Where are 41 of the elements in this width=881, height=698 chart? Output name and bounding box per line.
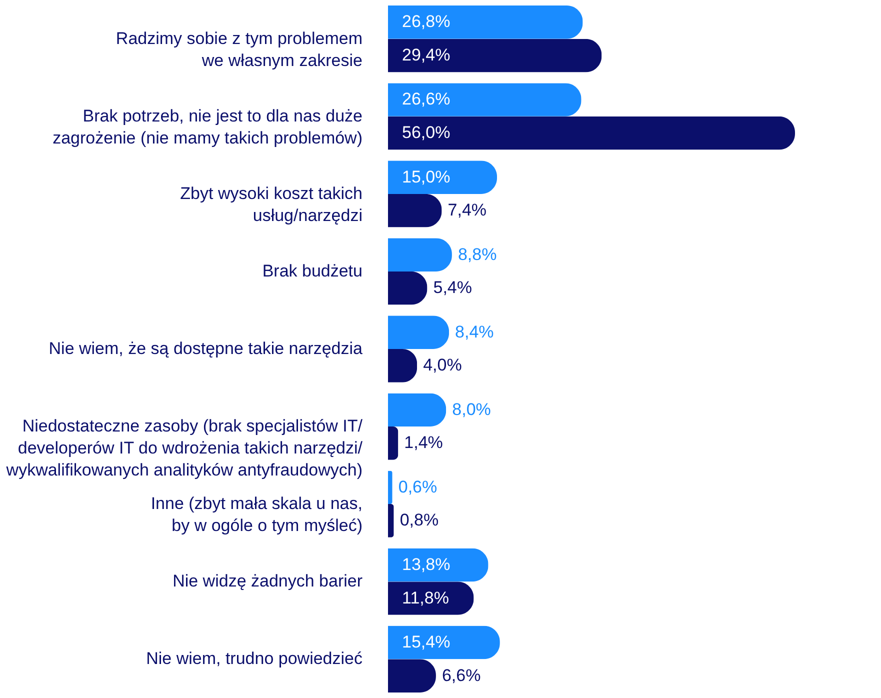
data-label: 0,8% xyxy=(400,510,439,530)
data-label: 56,0% xyxy=(402,123,450,142)
bar xyxy=(388,116,795,150)
data-label: 11,8% xyxy=(402,588,449,608)
data-label: 0,6% xyxy=(398,477,438,496)
bar xyxy=(388,393,446,427)
bar xyxy=(388,316,450,349)
y-tick-label: Niedostateczne zasoby (brak specjalistów IT/ developerów IT do wdrożenia takich narzędzi/ wykwalifikowanych analityków antyfraudowych) xyxy=(5,416,363,480)
data-label: 8,4% xyxy=(455,322,494,342)
bar xyxy=(388,83,582,116)
bar xyxy=(388,426,398,460)
bar xyxy=(388,626,500,660)
data-label: 26,8% xyxy=(402,12,450,32)
y-tick-label: Brak budżetu xyxy=(262,261,362,280)
bar xyxy=(388,271,428,305)
y-tick-label: Nie widzę żadnych barier xyxy=(172,572,363,591)
y-tick-label: Radzimy sobie z tym problemem we własnym zakresie xyxy=(116,28,362,70)
y-tick-label: Nie wiem, trudno powiedzieć xyxy=(146,649,363,668)
y-tick-label: Inne (zbyt mała skala u nas, by w ogóle o tym myśleć) xyxy=(150,494,362,536)
data-label: 5,4% xyxy=(433,278,472,298)
data-label: 15,0% xyxy=(402,167,450,186)
bar xyxy=(388,659,436,692)
y-tick-label: Nie wiem, że są dostępne takie narzędzia xyxy=(48,339,364,358)
data-label: 8,8% xyxy=(458,244,497,264)
data-label: 8,0% xyxy=(452,400,491,419)
data-label: 15,4% xyxy=(402,632,450,652)
data-label: 13,8% xyxy=(402,554,450,574)
bar xyxy=(388,504,394,538)
bar xyxy=(388,38,602,72)
data-label: 4,0% xyxy=(423,356,462,375)
bar xyxy=(388,238,452,272)
data-label: 1,4% xyxy=(404,433,443,452)
y-tick-label: Zbyt wysoki koszt takich usług/narzędzi xyxy=(180,184,362,225)
data-label: 7,4% xyxy=(448,200,487,220)
data-label: 26,6% xyxy=(402,90,450,109)
data-label: 6,6% xyxy=(442,666,481,685)
bar xyxy=(388,194,442,228)
bar xyxy=(388,470,392,504)
y-tick-label: Brak potrzeb, nie jest to dla nas duże zagrożenie (nie mamy takich problemów) xyxy=(52,106,362,148)
bar xyxy=(388,6,583,39)
data-label: 29,4% xyxy=(402,46,450,65)
